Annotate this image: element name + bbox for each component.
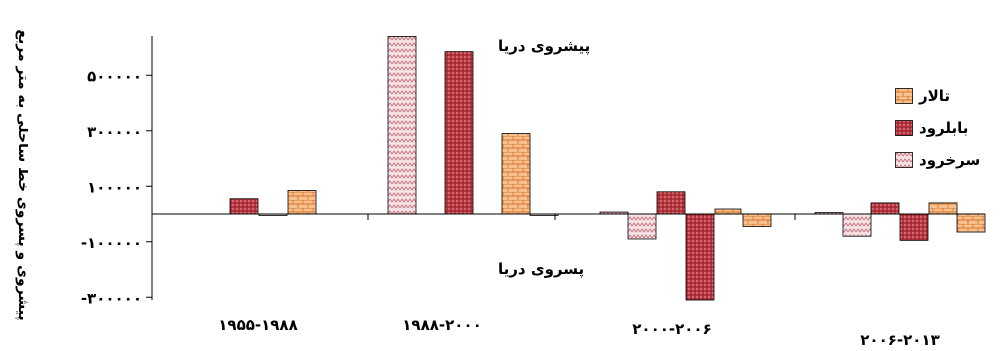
bar-تالار-12: [742, 213, 772, 227]
legend-swatch-babolrud: [895, 120, 913, 136]
y-tick-label: ۱۰۰۰۰۰: [87, 178, 142, 196]
bar-سرخرود-14: [842, 213, 872, 237]
legend-item-sorkhrud: سرخرود: [895, 144, 995, 176]
bar-تالار-2: [287, 190, 317, 215]
bar-سرخرود-3: [387, 36, 417, 215]
bar-تالار-5: [501, 133, 531, 215]
legend: تالار بابلرود سرخرود: [895, 80, 995, 176]
legend-item-talar: تالار: [895, 80, 995, 112]
x-tick-label: ۱۹۵۵-۱۹۸۸: [218, 316, 297, 334]
bar-بابلرود-0: [229, 198, 259, 215]
y-axis-label: پیشروی و پسروی خط ساحلی به متر مربع: [15, 29, 28, 320]
bar-بابلرود-10: [685, 213, 715, 301]
bar-تالار-18: [956, 213, 986, 233]
x-tick-label: ۲۰۰۶-۲۰۱۳: [860, 331, 939, 349]
legend-label-babolrud: بابلرود: [919, 119, 969, 137]
bar-تالار-17: [928, 202, 958, 215]
legend-label-sorkhrud: سرخرود: [919, 151, 981, 169]
annotation-advance: پیشروی دریا: [498, 37, 591, 55]
legend-item-babolrud: بابلرود: [895, 112, 995, 144]
x-tick-label: ۱۹۸۸-۲۰۰۰: [402, 316, 481, 334]
annotation-retreat: پسروی دریا: [498, 260, 585, 278]
x-tick-label: ۲۰۰۰-۲۰۰۶: [632, 320, 711, 338]
legend-swatch-sorkhrud: [895, 152, 913, 168]
bar-بابلرود-16: [899, 213, 929, 241]
y-tick-label: ۳۰۰۰۰۰: [87, 123, 142, 141]
bar-بابلرود-4: [444, 51, 474, 215]
legend-label-talar: تالار: [919, 87, 951, 105]
y-tick-label: ۵۰۰۰۰۰: [87, 67, 142, 85]
legend-swatch-talar: [895, 88, 913, 104]
bar-سرخرود-8: [627, 213, 657, 240]
y-axis-title: پیشروی و پسروی خط ساحلی به متر مربع: [15, 29, 28, 320]
bar-بابلرود-15: [870, 202, 900, 215]
bar-بابلرود-9: [656, 191, 686, 215]
y-tick-label: -۳۰۰۰۰۰: [81, 289, 142, 307]
y-tick-label: -۱۰۰۰۰۰: [81, 234, 142, 252]
bar-تالار-11: [714, 208, 742, 215]
